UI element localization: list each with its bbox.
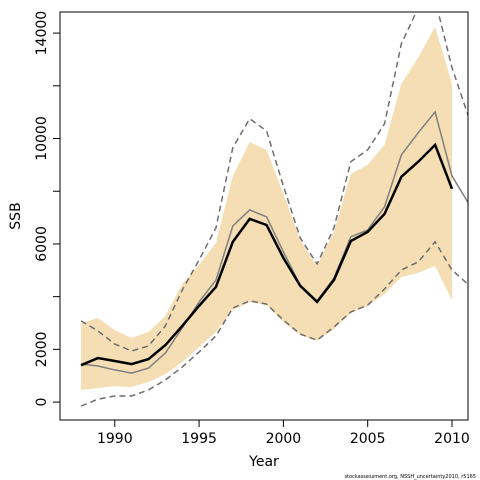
plot-frame — [59, 11, 469, 421]
y-tick-label: 14000 — [34, 11, 50, 56]
y-tick-label: 0 — [34, 398, 50, 407]
y-tick-label: 2000 — [34, 332, 50, 368]
dashed-line — [80, 12, 468, 352]
y-axis-title: SSB — [8, 202, 24, 229]
y-tick-label: 10000 — [34, 116, 50, 161]
line — [80, 142, 454, 367]
dashed-line — [80, 240, 468, 407]
x-tick-label: 2005 — [350, 431, 386, 447]
x-tick-label: 2010 — [434, 431, 470, 447]
x-tick-label: 2000 — [266, 431, 302, 447]
x-tick-label: 1995 — [181, 431, 217, 447]
x-tick-label: 1990 — [97, 431, 133, 447]
y-tick-label: 6000 — [34, 226, 50, 262]
line — [80, 110, 468, 374]
x-axis-title: Year — [248, 454, 279, 470]
confidence-band — [81, 26, 452, 390]
footnote: stockassessment.org, NSSH_uncertainty201… — [344, 474, 476, 480]
plot-area — [80, 12, 468, 407]
